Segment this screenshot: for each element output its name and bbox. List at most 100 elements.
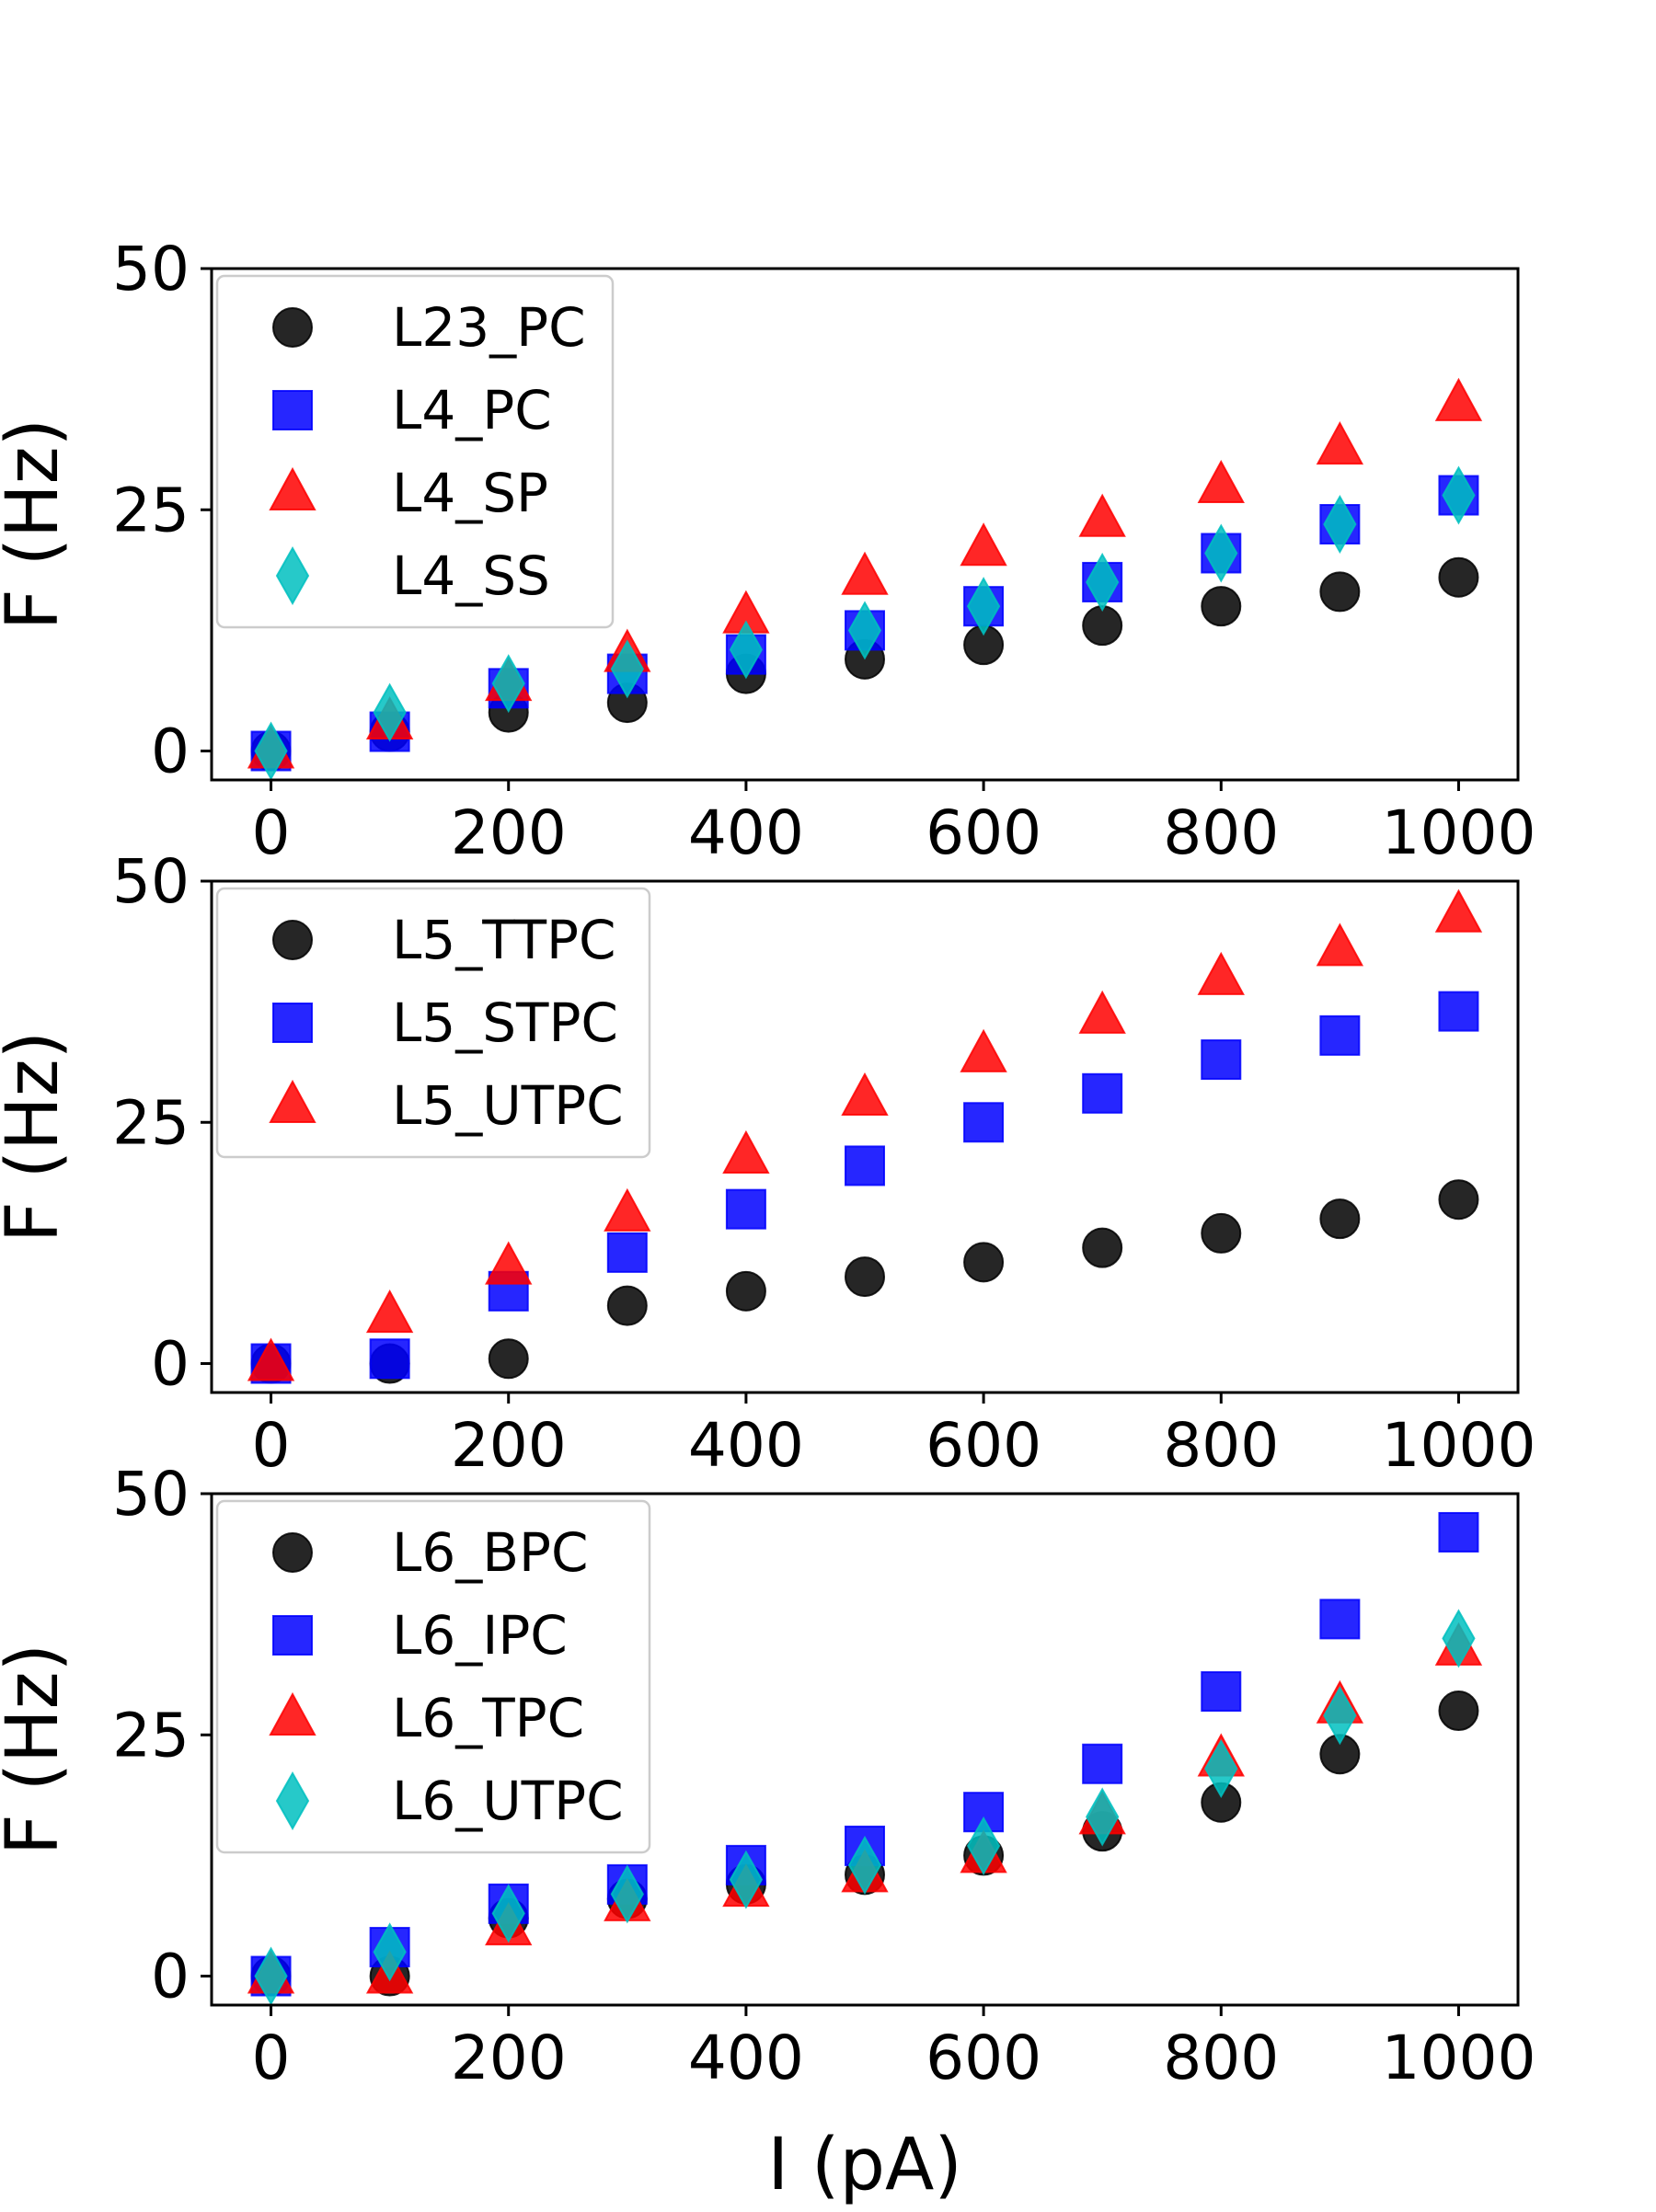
x-tick-label: 1000 — [1381, 797, 1535, 868]
x-tick-label: 200 — [451, 1410, 567, 1481]
legend-label: L4_SP — [392, 462, 548, 524]
data-point — [491, 654, 525, 714]
data-point — [1316, 923, 1364, 967]
data-point — [960, 1028, 1007, 1072]
y-tick-label: 25 — [112, 1700, 190, 1771]
data-point — [247, 1337, 295, 1381]
legend-marker — [275, 1771, 310, 1831]
legend-label: L5_TTPC — [392, 909, 616, 971]
legend-marker — [272, 1615, 313, 1656]
data-point — [1082, 1227, 1123, 1268]
data-point — [1201, 1671, 1242, 1713]
data-point — [963, 1242, 1005, 1283]
legend: L23_PC L4_PC L4_SP L4_SS — [215, 274, 615, 629]
legend-marker — [275, 545, 310, 606]
data-point — [729, 1850, 764, 1909]
data-point — [1442, 465, 1476, 525]
data-point — [365, 1289, 414, 1334]
panel-middle: 0 200 400 600 800 1000 0 25 50 F (Hz) L5_TTPC L5_ST… — [0, 846, 1535, 1481]
x-tick-label: 0 — [252, 797, 291, 868]
legend-marker — [272, 307, 313, 348]
data-point — [722, 1129, 770, 1174]
legend-label: L5_UTPC — [392, 1074, 624, 1137]
series-L6_UTPC — [254, 1609, 1476, 2006]
legend-label: L23_PC — [392, 296, 586, 359]
series-L4_SS — [254, 465, 1476, 781]
x-tick-label: 400 — [688, 1410, 804, 1481]
series-L5_STPC — [250, 991, 1479, 1384]
x-tick-label: 400 — [688, 797, 804, 868]
plot-frame — [210, 879, 1520, 1394]
legend-box — [215, 887, 651, 1159]
data-point — [963, 1792, 1005, 1833]
panel-bottom: 0 200 400 600 800 1000 0 25 50 F (Hz) I (pA) L6_BPC… — [0, 1459, 1535, 2206]
data-point — [485, 1241, 533, 1285]
data-point — [1319, 571, 1361, 613]
data-point — [1078, 990, 1126, 1034]
x-tick-label: 1000 — [1381, 1410, 1535, 1481]
x-tick-label: 0 — [252, 2023, 291, 2093]
x-tick-label: 0 — [252, 1410, 291, 1481]
data-point — [373, 1922, 407, 1982]
legend-label: L4_SS — [392, 544, 550, 607]
data-point — [1316, 420, 1364, 465]
data-point — [725, 1270, 766, 1312]
legend-label: L6_TPC — [392, 1687, 584, 1749]
plot-frame — [210, 267, 1520, 782]
data-point — [1201, 1212, 1242, 1254]
data-point — [1434, 377, 1483, 421]
data-point — [1082, 605, 1123, 647]
data-point — [1197, 951, 1245, 995]
data-point — [488, 1338, 529, 1380]
x-axis-label: I (pA) — [767, 2124, 962, 2206]
x-tick-label: 200 — [451, 797, 567, 868]
data-point — [373, 682, 407, 742]
data-point — [491, 1884, 525, 1943]
x-tick-label: 1000 — [1381, 2023, 1535, 2093]
data-point — [966, 577, 1001, 636]
data-point — [960, 522, 1007, 567]
x-tick-label: 600 — [926, 1410, 1041, 1481]
x-tick-label: 600 — [926, 2023, 1041, 2093]
y-axis-label: F (Hz) — [0, 418, 75, 630]
data-point — [1078, 493, 1126, 537]
series-L5_TTPC — [250, 1179, 1479, 1384]
legend-label: L6_UTPC — [392, 1770, 624, 1832]
x-tick-label: 800 — [1163, 797, 1279, 868]
data-points — [247, 888, 1483, 1384]
data-point — [1438, 991, 1479, 1032]
data-point — [1319, 1599, 1361, 1640]
data-point — [841, 1072, 889, 1117]
legend: L6_BPC L6_IPC L6_TPC L6_UTPC — [215, 1499, 651, 1854]
data-point — [1442, 1609, 1476, 1668]
data-point — [1201, 586, 1242, 627]
data-point — [606, 1285, 648, 1326]
legend-label: L6_BPC — [392, 1521, 588, 1584]
y-tick-label: 50 — [112, 846, 190, 917]
legend-box — [215, 1499, 651, 1854]
legend-marker — [272, 920, 313, 960]
legend-marker — [272, 1003, 313, 1043]
x-tick-label: 600 — [926, 797, 1041, 868]
y-tick-label: 0 — [151, 1942, 190, 2012]
data-point — [1438, 1511, 1479, 1553]
data-point — [841, 551, 889, 595]
legend-label: L4_PC — [392, 379, 552, 441]
legend-marker — [269, 466, 316, 510]
data-point — [1319, 1198, 1361, 1240]
x-tick-label: 400 — [688, 2023, 804, 2093]
data-point — [604, 1187, 651, 1232]
legend-marker — [269, 1691, 316, 1736]
data-point — [610, 639, 644, 699]
legend-label: L6_IPC — [392, 1604, 568, 1667]
series-L5_UTPC — [247, 888, 1483, 1381]
y-tick-label: 50 — [112, 1459, 190, 1530]
data-point — [1086, 552, 1120, 612]
data-point — [963, 1102, 1005, 1143]
plot-frame — [210, 1492, 1520, 2007]
data-point — [1197, 459, 1245, 504]
legend-box — [215, 274, 615, 629]
